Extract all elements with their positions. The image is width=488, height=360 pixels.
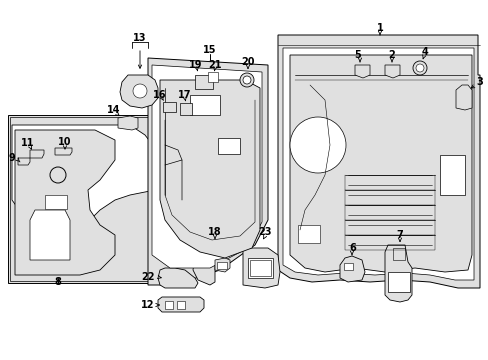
Text: 22: 22 (141, 272, 154, 282)
Text: 19: 19 (189, 60, 203, 70)
Text: 3: 3 (476, 77, 482, 87)
Text: 17: 17 (178, 90, 191, 100)
Circle shape (289, 117, 346, 173)
Bar (207, 72, 218, 82)
Polygon shape (278, 35, 479, 288)
Text: 7: 7 (396, 230, 403, 240)
Bar (392, 248, 404, 260)
Text: 11: 11 (21, 138, 35, 148)
Bar (177, 301, 184, 309)
Text: 6: 6 (349, 243, 356, 253)
Polygon shape (283, 48, 473, 280)
Polygon shape (180, 103, 192, 115)
Circle shape (412, 61, 426, 75)
Bar (218, 138, 240, 154)
Bar (343, 263, 352, 270)
Bar (190, 95, 220, 115)
Polygon shape (12, 125, 162, 230)
Bar (164, 301, 173, 309)
Polygon shape (243, 248, 280, 288)
Polygon shape (289, 55, 471, 272)
Text: 4: 4 (421, 47, 427, 57)
Polygon shape (148, 58, 267, 285)
Text: 23: 23 (258, 227, 271, 237)
Text: 12: 12 (141, 300, 154, 310)
Text: 13: 13 (133, 33, 146, 43)
Bar (249, 260, 270, 276)
Polygon shape (160, 80, 260, 258)
Bar (297, 225, 319, 243)
Polygon shape (339, 256, 364, 282)
Polygon shape (118, 116, 138, 130)
Text: 15: 15 (203, 45, 216, 55)
Text: 20: 20 (241, 57, 254, 67)
Polygon shape (120, 75, 158, 108)
Text: 18: 18 (208, 227, 222, 237)
Bar (387, 272, 409, 292)
Polygon shape (15, 130, 115, 275)
Text: 2: 2 (388, 50, 395, 60)
Polygon shape (354, 65, 369, 78)
Text: 9: 9 (9, 153, 15, 163)
Polygon shape (384, 245, 411, 302)
Bar (217, 262, 226, 269)
Bar (439, 155, 464, 195)
Polygon shape (30, 150, 44, 158)
Polygon shape (152, 65, 262, 268)
Polygon shape (193, 245, 215, 285)
Polygon shape (30, 210, 70, 260)
Polygon shape (55, 148, 72, 155)
Polygon shape (163, 102, 176, 112)
Circle shape (133, 84, 147, 98)
Polygon shape (158, 297, 203, 312)
Polygon shape (384, 65, 399, 78)
Bar (195, 75, 213, 89)
Text: 5: 5 (354, 50, 361, 60)
Bar (10, 117, 173, 281)
Circle shape (243, 76, 250, 84)
Text: 1: 1 (376, 23, 383, 33)
Text: 16: 16 (153, 90, 166, 100)
Polygon shape (215, 258, 229, 272)
Polygon shape (8, 115, 175, 283)
Text: 10: 10 (58, 137, 72, 147)
Polygon shape (158, 268, 198, 288)
Circle shape (240, 73, 253, 87)
Text: 21: 21 (208, 60, 221, 70)
Polygon shape (18, 158, 30, 165)
Text: 8: 8 (55, 277, 61, 287)
Text: 14: 14 (107, 105, 121, 115)
Bar (247, 258, 272, 278)
Polygon shape (455, 85, 471, 110)
Bar (45, 195, 67, 209)
Circle shape (415, 64, 423, 72)
